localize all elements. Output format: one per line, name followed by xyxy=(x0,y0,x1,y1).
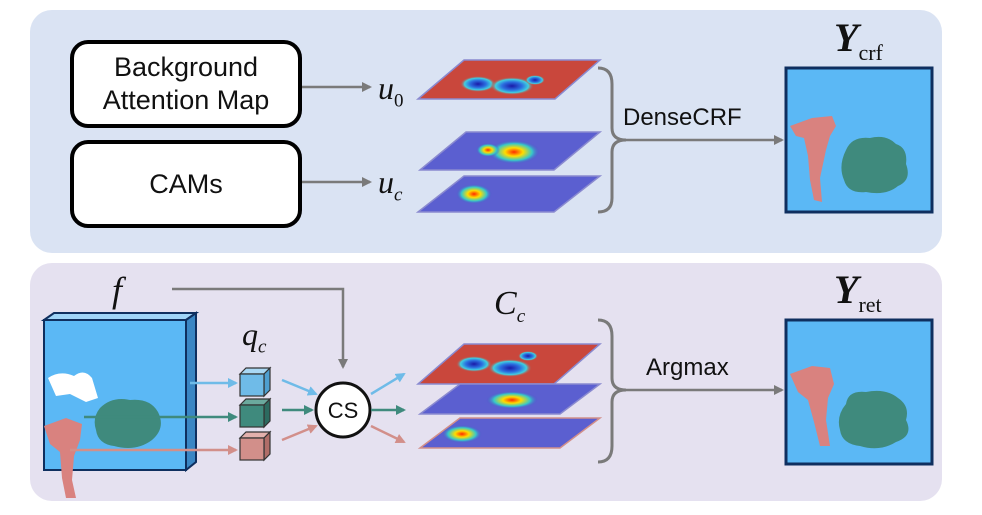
argmax-label: Argmax xyxy=(646,354,729,381)
densecrf-label: DenseCRF xyxy=(623,104,742,131)
cs-to-c-pink-arrow xyxy=(370,424,406,444)
q-pink-to-cs-arrow xyxy=(281,424,318,442)
query-cube-pink xyxy=(238,430,272,462)
cams-box: CAMs xyxy=(70,140,302,228)
background-attention-map-box: Background Attention Map xyxy=(70,40,302,128)
ycrf-label: Ycrf xyxy=(834,15,883,65)
bam-label-line2: Attention Map xyxy=(102,85,270,115)
scores-label: Cc xyxy=(494,285,526,327)
yret-segmentation xyxy=(784,318,934,466)
queries-label: qc xyxy=(242,316,267,358)
query-cube-green xyxy=(238,397,272,429)
cs-to-c-blue-arrow xyxy=(370,372,406,396)
q-blue-to-cs-arrow xyxy=(281,378,318,396)
u0-label: u0 xyxy=(378,70,404,112)
top-bracket xyxy=(597,66,627,214)
feature-label: f xyxy=(112,270,123,310)
feature-cube xyxy=(40,311,200,498)
cs-label: CS xyxy=(327,398,359,423)
score-map-person xyxy=(417,417,603,449)
cams-label: CAMs xyxy=(149,168,223,199)
uc-label: uc xyxy=(378,164,403,206)
feature-to-cs-arrow xyxy=(172,287,348,369)
u0-heatmap xyxy=(415,59,603,100)
uc-heatmap-front xyxy=(415,175,603,213)
query-cube-blue xyxy=(238,366,272,398)
uc-heatmap-back xyxy=(417,131,603,171)
bam-label-line1: Background xyxy=(113,52,259,82)
yret-label: Yret xyxy=(834,267,882,317)
ycrf-segmentation xyxy=(784,66,934,214)
score-map-bird xyxy=(417,383,603,415)
cs-circle xyxy=(314,381,372,439)
score-map-background xyxy=(415,343,603,385)
bottom-bracket xyxy=(597,318,627,464)
